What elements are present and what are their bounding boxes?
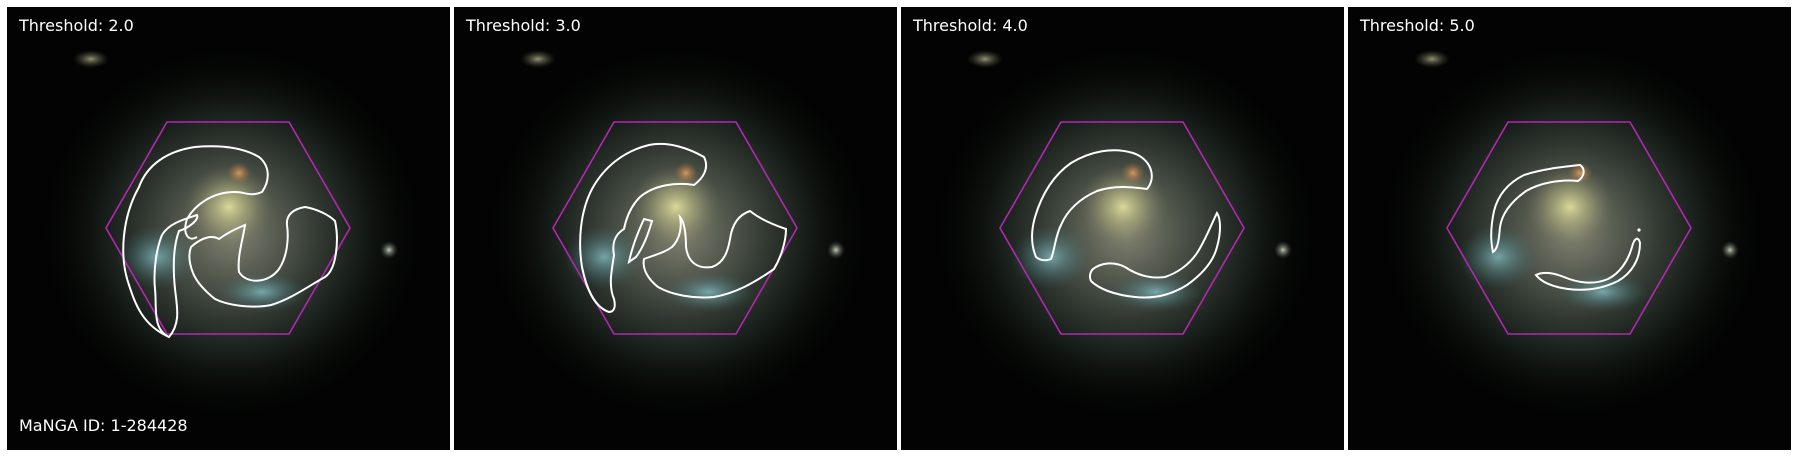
background-galaxy (520, 50, 556, 68)
ifu-hexagon (105, 121, 351, 335)
background-galaxy (967, 50, 1003, 68)
spiral-arm-contour (188, 205, 338, 308)
galaxy-core (1525, 165, 1615, 249)
spiral-arm-contour (1031, 149, 1153, 262)
orange-knot (1568, 162, 1592, 184)
orange-knot (674, 162, 698, 184)
blue-star-forming-region (564, 225, 644, 289)
foreground-star (827, 241, 845, 259)
blue-star-forming-region (217, 272, 307, 312)
spiral-arm-contour (1088, 211, 1221, 299)
galaxy-image (7, 7, 450, 450)
galaxy-core (1078, 165, 1168, 249)
spiral-arm-contour (579, 143, 708, 314)
ifu-hexagon (552, 121, 798, 335)
spiral-arm-contour (627, 217, 654, 265)
panel-threshold-5: Threshold: 5.0 (1348, 7, 1791, 450)
spiral-arm-contour (122, 145, 269, 338)
manga-id-label: MaNGA ID: 1-284428 (19, 416, 188, 435)
galaxy-image (454, 7, 897, 450)
ifu-hexagon (1446, 121, 1692, 335)
foreground-star (1721, 241, 1739, 259)
background-galaxy (73, 50, 109, 68)
spiral-arm-contour (1534, 237, 1642, 291)
spiral-arm-contour (1490, 163, 1585, 254)
galaxy-core (184, 165, 274, 249)
galaxy-image (901, 7, 1344, 450)
blue-star-forming-region (664, 272, 754, 312)
threshold-label: Threshold: 5.0 (1360, 16, 1475, 35)
background-galaxy (1414, 50, 1450, 68)
ifu-hexagon (999, 121, 1245, 335)
threshold-label: Threshold: 4.0 (913, 16, 1028, 35)
contour-dot (1637, 228, 1641, 232)
orange-knot (1121, 162, 1145, 184)
blue-star-forming-region (1558, 272, 1648, 312)
spiral-arm-contour (153, 213, 199, 339)
orange-knot (227, 162, 251, 184)
panel-threshold-3: Threshold: 3.0 (454, 7, 897, 450)
blue-star-forming-region (1458, 225, 1538, 289)
threshold-label: Threshold: 3.0 (466, 16, 581, 35)
panel-threshold-2: Threshold: 2.0 MaNGA ID: 1-284428 (7, 7, 450, 450)
threshold-label: Threshold: 2.0 (19, 16, 134, 35)
galaxy-core (631, 165, 721, 249)
foreground-star (1274, 241, 1292, 259)
galaxy-image (1348, 7, 1791, 450)
panel-threshold-4: Threshold: 4.0 (901, 7, 1344, 450)
foreground-star (380, 241, 398, 259)
blue-star-forming-region (1111, 272, 1201, 312)
spiral-arm-contour (642, 209, 788, 299)
